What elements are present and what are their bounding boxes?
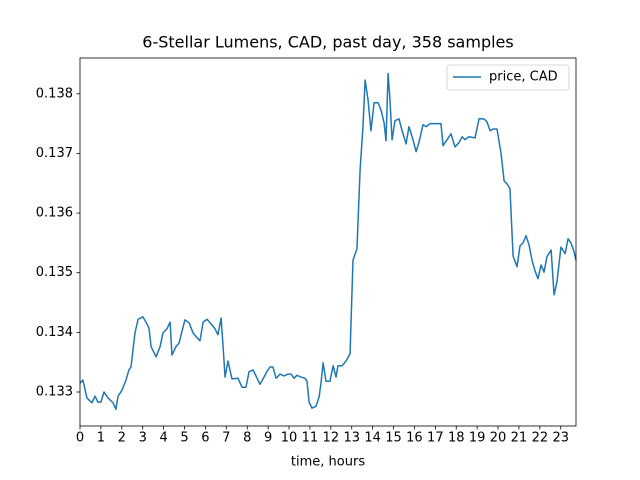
price-line [79,72,577,411]
x-tick-label: 17 [427,431,444,446]
x-tick-label: 8 [243,431,251,446]
x-tick-label: 11 [302,431,319,446]
x-tick-label: 18 [448,431,465,446]
axes-frame [79,57,577,427]
x-tick-label: 10 [281,431,298,446]
x-tick-label: 20 [490,431,507,446]
legend-box [446,64,570,91]
x-tick-label: 3 [139,431,147,446]
x-tick-label: 13 [343,431,360,446]
y-tick-label: 0.135 [36,265,73,280]
x-tick-label: 21 [511,431,528,446]
y-tick-label: 0.133 [36,385,73,400]
x-tick-label: 22 [532,431,549,446]
y-tick-label: 0.138 [36,86,73,101]
x-tick-label: 16 [406,431,423,446]
x-tick-label: 12 [323,431,340,446]
x-tick-label: 7 [222,431,230,446]
x-tick-label: 5 [180,431,188,446]
x-tick-label: 19 [469,431,486,446]
y-tick-label: 0.134 [36,325,73,340]
x-axis-label: time, hours [291,455,365,470]
y-tick-label: 0.137 [36,146,73,161]
x-tick-label: 1 [97,431,105,446]
y-tick-label: 0.136 [36,206,73,221]
x-tick-label: 0 [76,431,84,446]
x-tick-label: 14 [364,431,381,446]
x-tick-label: 23 [552,431,569,446]
x-tick-label: 15 [385,431,402,446]
x-tick-label: 9 [264,431,272,446]
x-tick-label: 2 [118,431,126,446]
x-tick-label: 6 [201,431,209,446]
legend-label: price, CAD [489,70,558,85]
chart-title: 6-Stellar Lumens, CAD, past day, 358 sam… [142,33,513,52]
x-tick-label: 4 [159,431,167,446]
